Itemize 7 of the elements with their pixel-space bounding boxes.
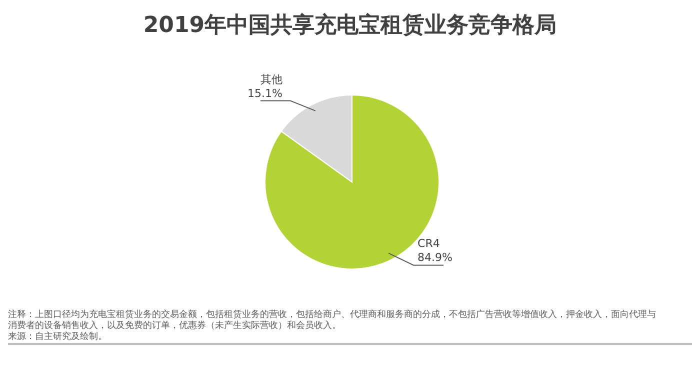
- data-label: 15.1%: [247, 86, 282, 100]
- text: 注释：上图口径均为充电宝租赁业务的交易金额，包括租赁业务的营收，包括给商户、代理商和服务商的分成，不包括广告营收等增值收入，押金收入，面向代理与消费者的设备销售收入，以及免费的订单，优惠券（未产生实际营收）和会员收入。: [8, 309, 656, 331]
- chart-title: 2019年中国共享充电宝租赁业务竞争格局: [143, 12, 557, 38]
- data-label: 84.9%: [418, 251, 453, 264]
- slice-label: 其他: [260, 72, 282, 86]
- slice-label: CR4: [418, 237, 440, 250]
- source-note: 来源：自主研究及绘制。: [8, 331, 107, 342]
